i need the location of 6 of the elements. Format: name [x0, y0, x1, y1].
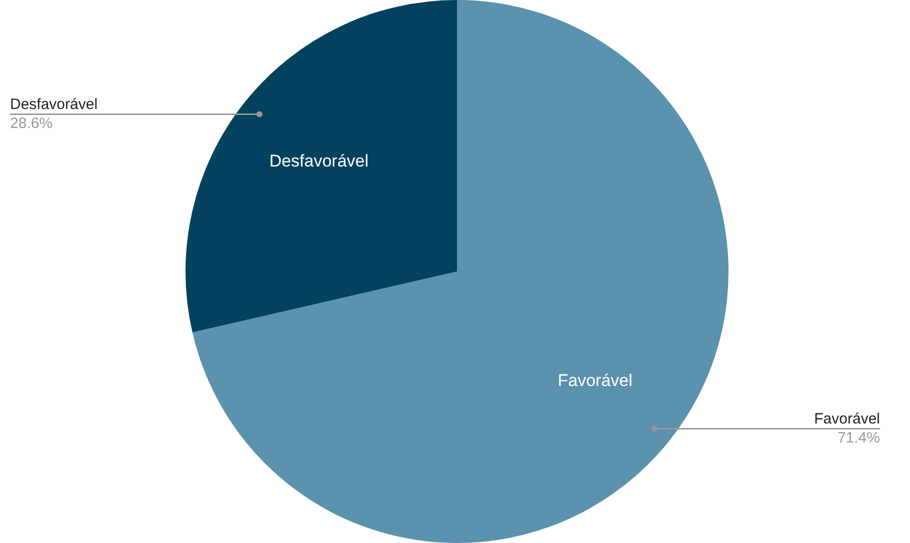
data-label: 28.6% — [10, 114, 53, 132]
slice-label: Desfavorável — [269, 151, 369, 170]
slice-label: Favorável — [558, 371, 632, 390]
slice-label: Desfavorável — [10, 96, 98, 113]
data-label: 71.4% — [837, 429, 880, 446]
slice-label: Favorável — [814, 410, 880, 428]
